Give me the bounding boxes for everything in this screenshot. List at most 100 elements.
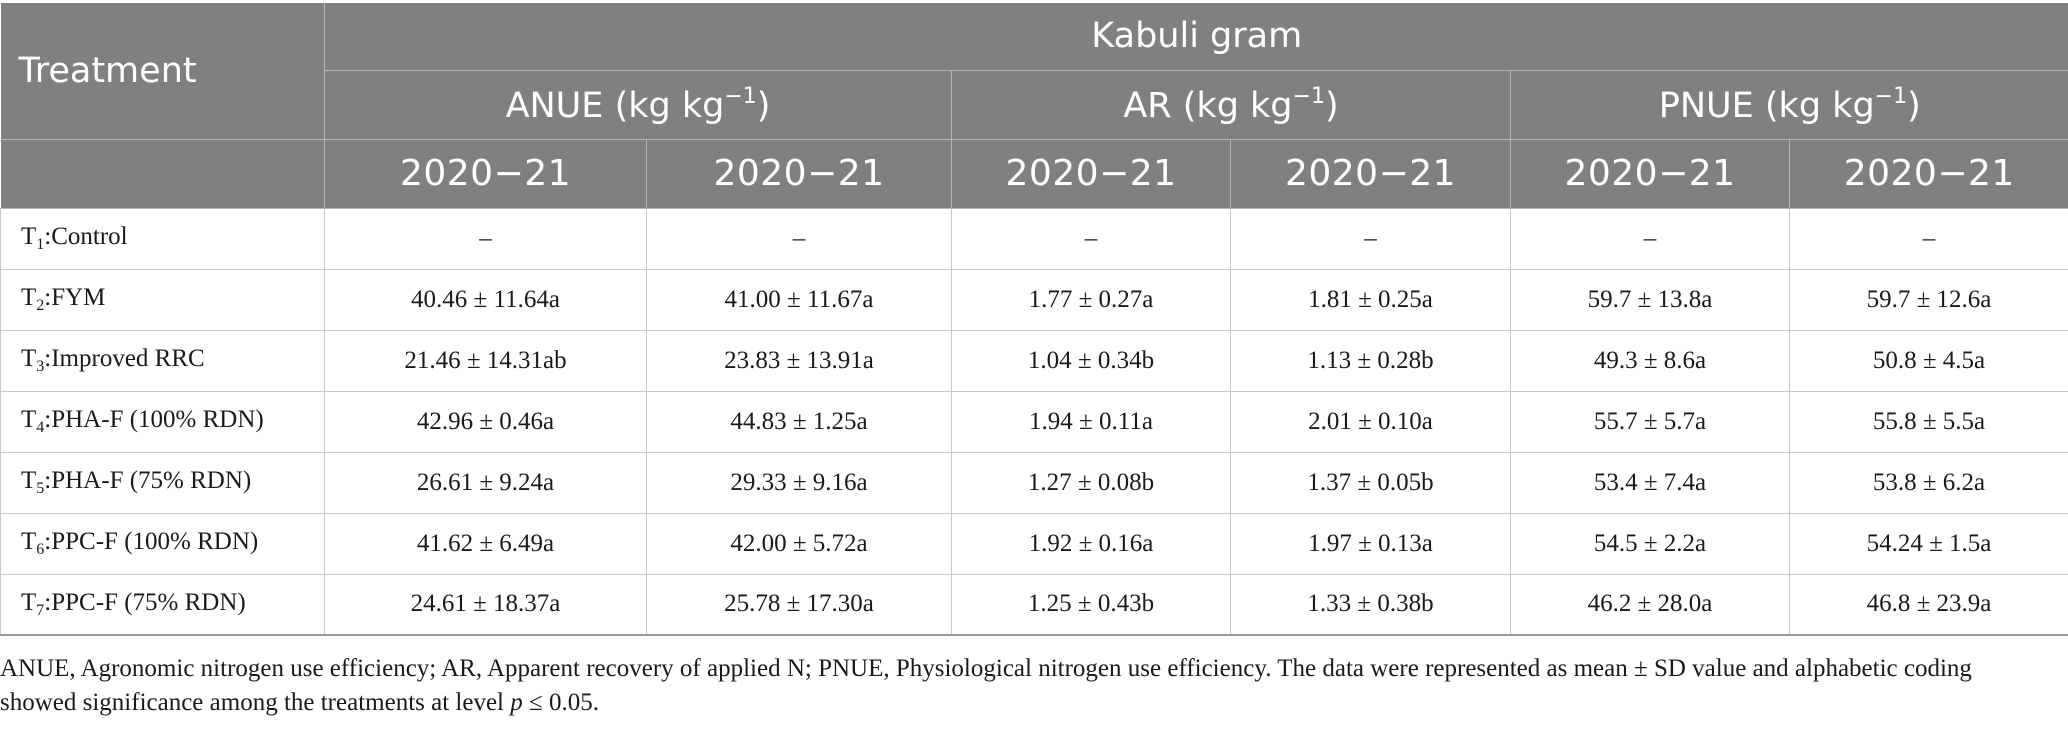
metric-header-pnue: PNUE (kg kg−1): [1510, 70, 2068, 140]
table-row: T1:Control – – – – – –: [0, 208, 2068, 270]
treatment-label: :Control: [44, 223, 128, 250]
value-cell: 54.5 ± 2.2a: [1510, 513, 1790, 575]
value-cell: 2.01 ± 0.10a: [1230, 391, 1511, 453]
treatment-index: 4: [36, 419, 45, 436]
value-cell: 46.2 ± 28.0a: [1510, 574, 1790, 636]
treatment-index: 7: [36, 601, 45, 619]
table-row: T7:PPC-F (75% RDN) 24.61 ± 18.37a 25.78 …: [0, 574, 2068, 636]
metric-name: ANUE: [505, 85, 604, 126]
value-cell: 59.7 ± 12.6a: [1789, 269, 2068, 331]
treatment-cell: T6:PPC-F (100% RDN): [0, 513, 325, 575]
table-footnote: ANUE, Agronomic nitrogen use efficiency;…: [0, 652, 2040, 720]
crop-group-header: Kabuli gram: [324, 3, 2068, 71]
metric-unit: (kg kg: [614, 85, 725, 126]
treatment-header: Treatment: [0, 3, 325, 140]
treatment-cell: T5:PHA-F (75% RDN): [0, 452, 325, 514]
treatment-letter: T: [21, 467, 37, 494]
table-row: T5:PHA-F (75% RDN) 26.61 ± 9.24a 29.33 ±…: [0, 452, 2068, 514]
treatment-label: :Improved RRC: [44, 345, 205, 372]
value-cell: 25.78 ± 17.30a: [646, 574, 952, 636]
value-cell: 1.37 ± 0.05b: [1230, 452, 1511, 514]
treatment-index: 5: [36, 480, 45, 497]
metric-unit-close: ): [1324, 85, 1339, 126]
header-spacer: [0, 139, 325, 209]
header-row-metrics: ANUE (kg kg−1) AR (kg kg−1) PNUE (kg kg−…: [1, 70, 2068, 140]
value-cell: –: [324, 208, 647, 270]
value-cell: 59.7 ± 13.8a: [1510, 269, 1790, 331]
treatment-cell: T1:Control: [0, 208, 325, 270]
treatment-letter: T: [21, 588, 37, 616]
table-row: T3:Improved RRC 21.46 ± 14.31ab 23.83 ± …: [0, 330, 2068, 392]
treatment-label: :PHA-F (100% RDN): [44, 406, 264, 433]
year-header: 2020−21: [324, 139, 647, 209]
value-cell: 49.3 ± 8.6a: [1510, 330, 1790, 392]
metric-unit-exponent: −1: [1292, 83, 1325, 109]
value-cell: 1.94 ± 0.11a: [951, 391, 1231, 453]
treatment-letter: T: [21, 284, 37, 311]
treatment-index: 6: [36, 541, 45, 558]
value-cell: 1.92 ± 0.16a: [951, 513, 1231, 575]
value-cell: 29.33 ± 9.16a: [646, 452, 952, 514]
value-cell: –: [1510, 208, 1790, 270]
value-cell: 46.8 ± 23.9a: [1789, 574, 2068, 636]
value-cell: 26.61 ± 9.24a: [324, 452, 647, 514]
treatment-label: :PHA-F (75% RDN): [44, 467, 252, 494]
treatment-cell: T4:PHA-F (100% RDN): [0, 391, 325, 453]
value-cell: 24.61 ± 18.37a: [324, 574, 647, 636]
value-cell: 1.33 ± 0.38b: [1230, 574, 1511, 636]
table-row: T2:FYM 40.46 ± 11.64a 41.00 ± 11.67a 1.7…: [0, 269, 2068, 331]
year-header: 2020−21: [1510, 139, 1790, 209]
value-cell: 44.83 ± 1.25a: [646, 391, 952, 453]
value-cell: 1.97 ± 0.13a: [1230, 513, 1511, 575]
treatment-index: 1: [36, 236, 45, 253]
value-cell: 41.00 ± 11.67a: [646, 269, 952, 331]
value-cell: –: [951, 208, 1231, 270]
year-header: 2020−21: [1230, 139, 1511, 209]
year-header: 2020−21: [1789, 139, 2068, 209]
value-cell: 1.27 ± 0.08b: [951, 452, 1231, 514]
value-cell: 1.04 ± 0.34b: [951, 330, 1231, 392]
value-cell: 41.62 ± 6.49a: [324, 513, 647, 575]
metric-unit: (kg kg: [1764, 85, 1875, 126]
year-header: 2020−21: [951, 139, 1231, 209]
value-cell: 40.46 ± 11.64a: [324, 269, 647, 331]
treatment-index: 3: [36, 358, 45, 375]
value-cell: 54.24 ± 1.5a: [1789, 513, 2068, 575]
treatment-letter: T: [21, 345, 37, 372]
value-cell: 53.4 ± 7.4a: [1510, 452, 1790, 514]
year-header: 2020−21: [646, 139, 952, 209]
metric-header-ar: AR (kg kg−1): [951, 70, 1511, 140]
metric-unit-close: ): [1907, 85, 1921, 126]
treatment-letter: T: [21, 406, 37, 433]
value-cell: 42.96 ± 0.46a: [324, 391, 647, 453]
results-table: Treatment Kabuli gram ANUE (kg kg−1) AR …: [0, 3, 2068, 636]
value-cell: –: [646, 208, 952, 270]
treatment-cell: T2:FYM: [0, 269, 325, 331]
value-cell: 1.77 ± 0.27a: [951, 269, 1231, 331]
footnote-p-symbol: p: [510, 689, 523, 716]
header-row-years: 2020−21 2020−21 2020−21 2020−21 2020−21 …: [0, 139, 2068, 209]
value-cell: 53.8 ± 6.2a: [1789, 452, 2068, 514]
metric-name: AR: [1123, 85, 1172, 126]
value-cell: 21.46 ± 14.31ab: [324, 330, 647, 392]
metric-unit-exponent: −1: [1874, 83, 1908, 109]
value-cell: –: [1230, 208, 1511, 270]
footnote-tail: ≤ 0.05.: [522, 689, 599, 716]
value-cell: 23.83 ± 13.91a: [646, 330, 952, 392]
header-row-group: Treatment Kabuli gram: [0, 3, 2068, 140]
treatment-index: 2: [36, 297, 45, 314]
table-row: T6:PPC-F (100% RDN) 41.62 ± 6.49a 42.00 …: [0, 513, 2068, 575]
value-cell: 1.81 ± 0.25a: [1230, 269, 1511, 331]
metric-unit-close: ): [756, 85, 771, 126]
value-cell: –: [1789, 208, 2068, 270]
treatment-cell: T7:PPC-F (75% RDN): [0, 574, 325, 636]
treatment-letter: T: [21, 223, 37, 250]
metric-name: PNUE: [1658, 85, 1754, 126]
treatment-cell: T3:Improved RRC: [0, 330, 325, 392]
treatment-label: :FYM: [44, 284, 106, 311]
value-cell: 55.8 ± 5.5a: [1789, 391, 2068, 453]
value-cell: 50.8 ± 4.5a: [1789, 330, 2068, 392]
value-cell: 1.25 ± 0.43b: [951, 574, 1231, 636]
metric-unit-exponent: −1: [724, 83, 757, 109]
metric-header-anue: ANUE (kg kg−1): [324, 70, 952, 140]
